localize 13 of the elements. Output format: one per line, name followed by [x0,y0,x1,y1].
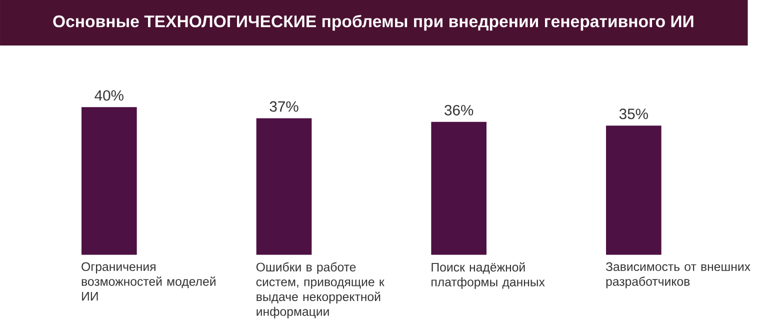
x-tick-label: Ошибки в работе систем, приводящие к выдаче некорректной информации [256,262,384,318]
chart-title: Основные ТЕХНОЛОГИЧЕСКИЕ проблемы при внедрении генеративного ИИ [53,14,694,31]
data-label: 40% [94,90,124,101]
data-label: 37% [270,101,298,112]
x-tick-label: Ограничения возможностей моделей ИИ [82,262,216,301]
x-tick-label: Поиск надёжной платформы данных [432,262,545,289]
bar [431,122,486,255]
x-tick-label: Зависимость от внешних разработчиков [606,262,750,288]
bar [256,118,312,255]
data-label: 35% [619,108,648,120]
bar [606,126,662,255]
data-label: 36% [444,105,474,116]
bar [82,107,137,255]
